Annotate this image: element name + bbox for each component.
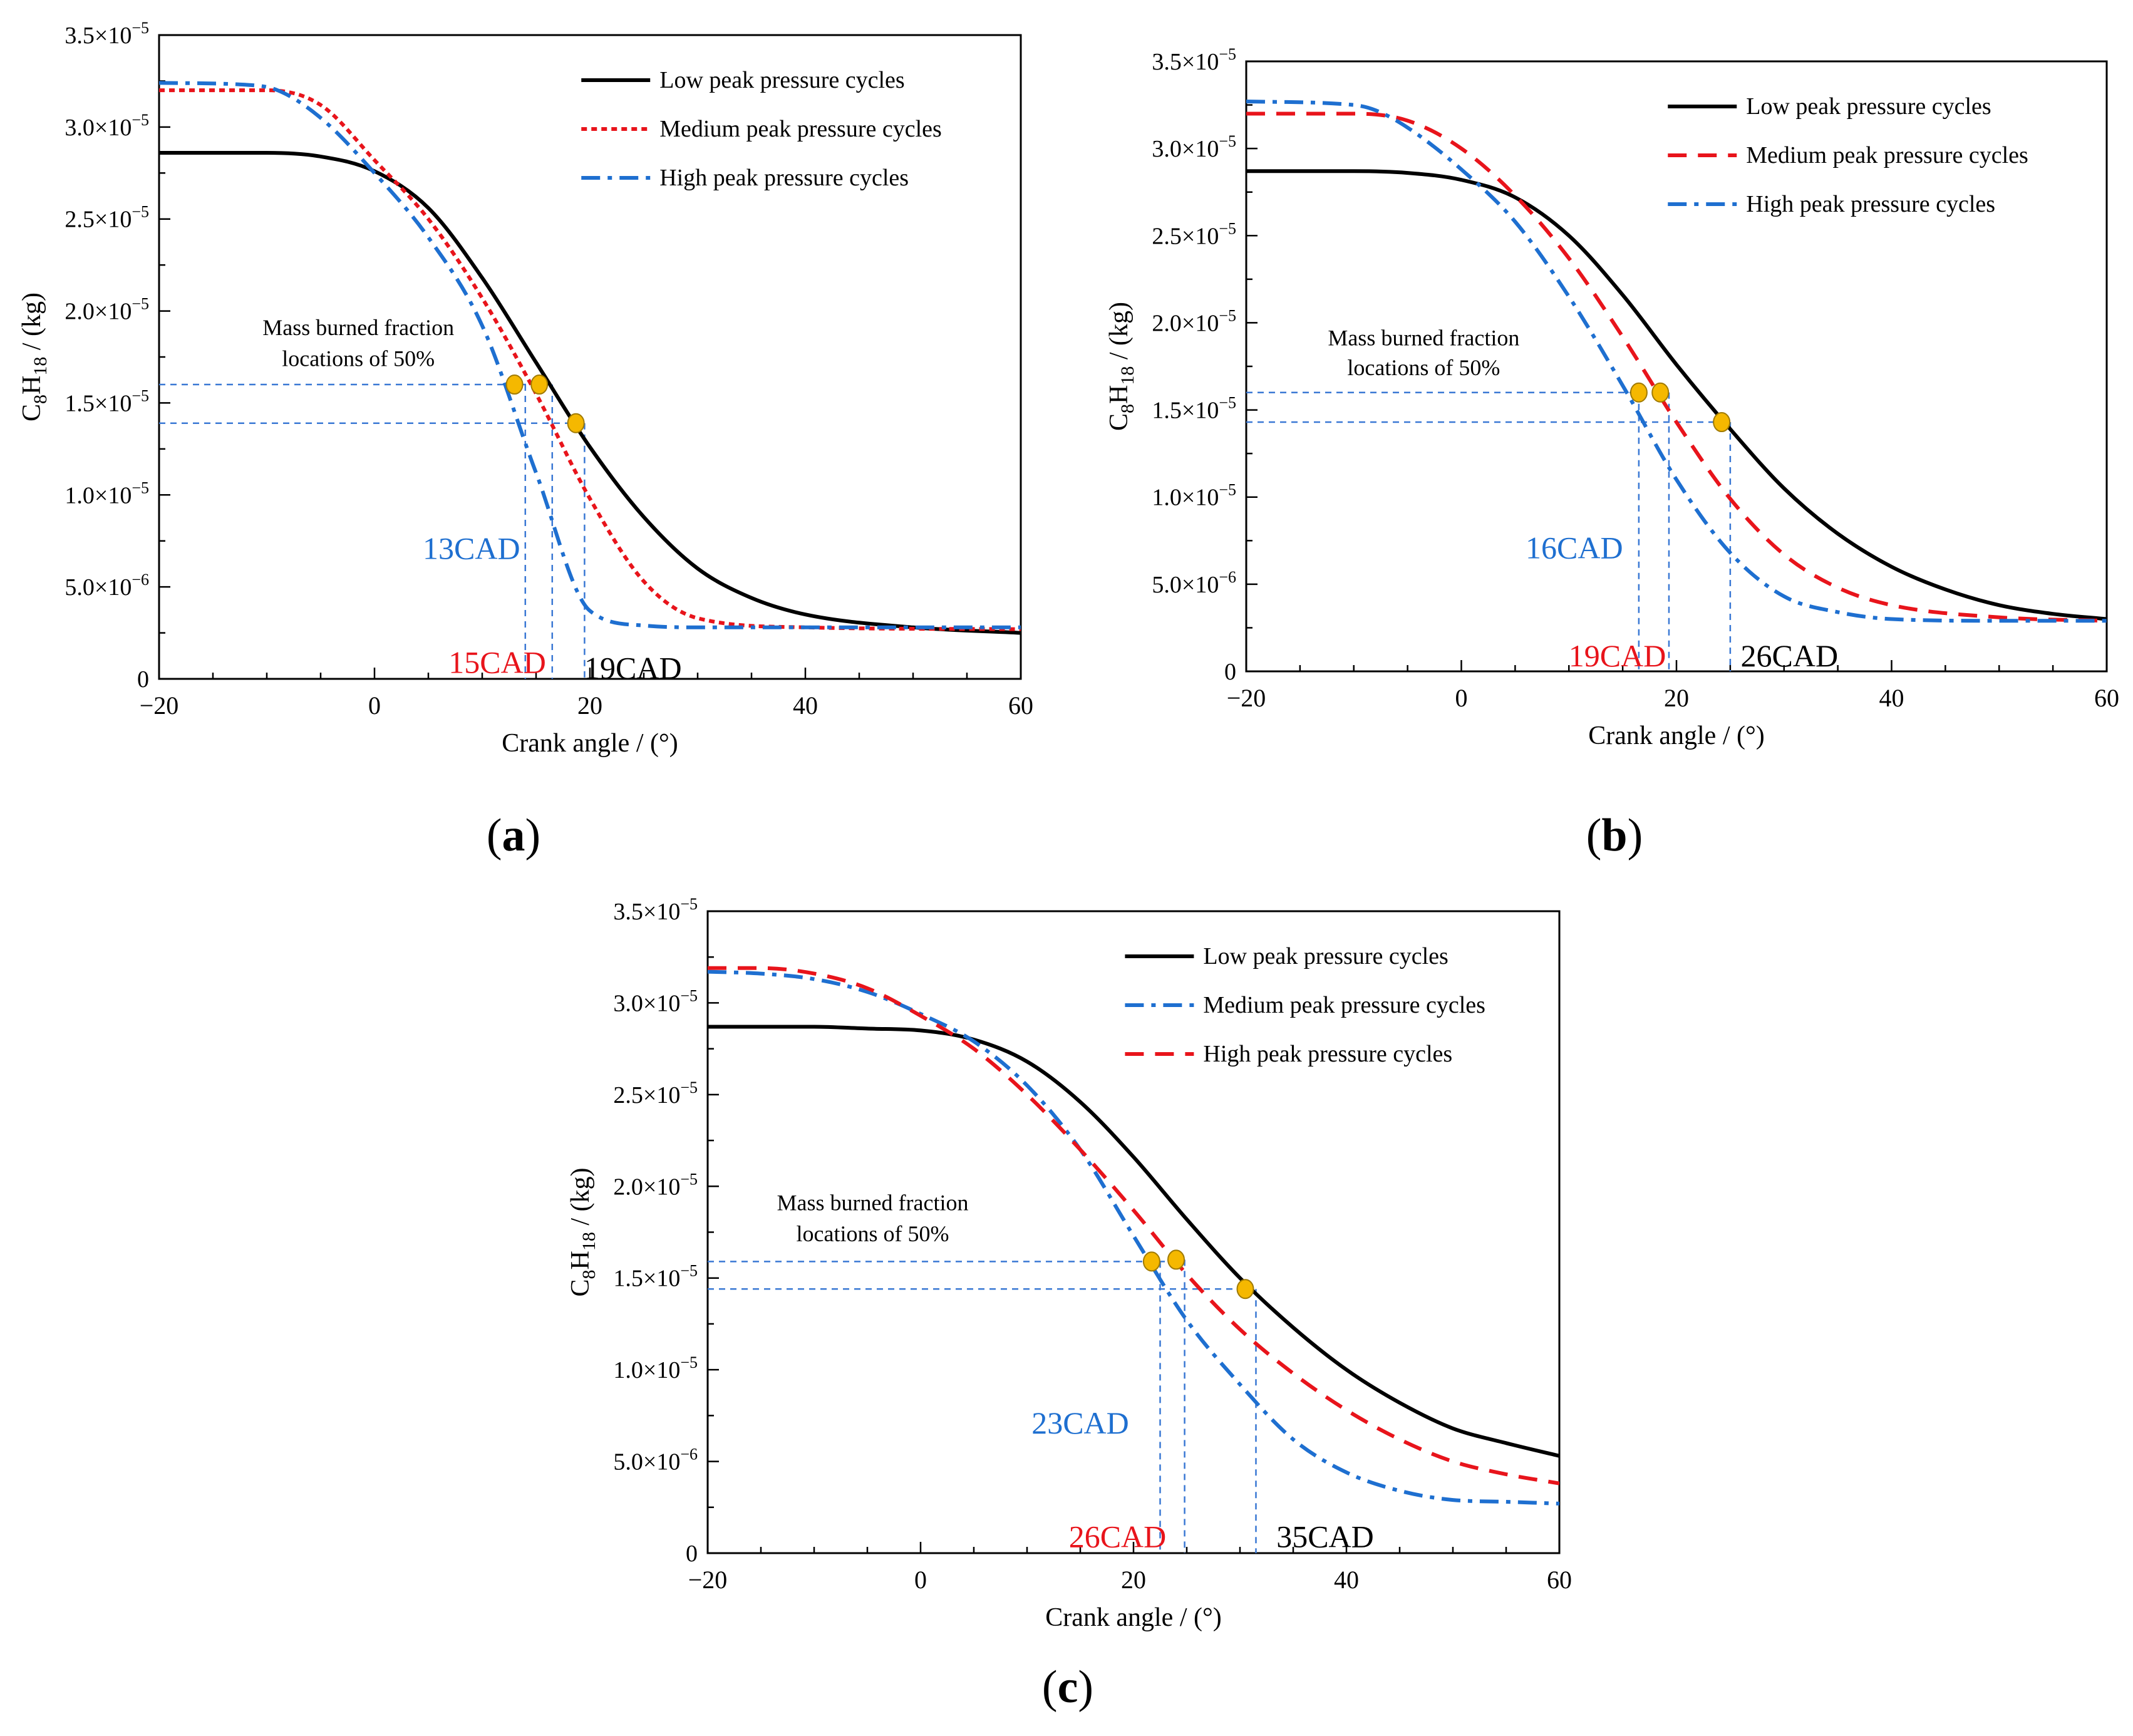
y-tick-label: 3.5×10−5	[65, 19, 149, 49]
x-tick-label: 40	[793, 691, 818, 720]
cad-label: 35CAD	[1276, 1519, 1374, 1554]
y-tick-label: 1.5×10−5	[613, 1262, 698, 1292]
y-tick-label: 5.0×10−6	[1152, 568, 1236, 598]
chart-panel-a: −20 0 20 40 6005.0×10−61.0×10−51.5×10−52.0×1…	[18, 19, 1033, 861]
series-line-2	[159, 88, 1021, 631]
x-tick-label: 0	[368, 691, 381, 720]
series-line-3	[1246, 100, 2107, 623]
x-tick-label: −20	[1227, 684, 1266, 712]
panel-label: (b)	[1586, 810, 1643, 861]
legend-label: Medium peak pressure cycles	[1746, 142, 2028, 168]
x-tick-label: 60	[1008, 691, 1033, 720]
cad-label: 26CAD	[1069, 1519, 1167, 1554]
y-tick-label: 1.0×10−5	[613, 1353, 698, 1383]
y-tick-label: 2.0×10−5	[1152, 306, 1236, 336]
series-line-1	[708, 1025, 1559, 1458]
y-tick-label: 1.0×10−5	[65, 478, 149, 509]
y-tick-label: 0	[1224, 659, 1236, 685]
legend-label: High peak pressure cycles	[1203, 1041, 1452, 1067]
y-tick-label: 3.0×10−5	[613, 986, 698, 1016]
annotation-line-1: Mass burned fraction	[777, 1190, 969, 1215]
chart-panel-b: −20 0 20 40 6005.0×10−61.0×10−51.5×10−52.0×1…	[1105, 45, 2119, 861]
x-axis-label: Crank angle / (°)	[1045, 1603, 1222, 1632]
y-tick-label: 1.5×10−5	[1152, 394, 1236, 424]
series-line-3	[708, 966, 1559, 1485]
annotation-line-1: Mass burned fraction	[262, 315, 454, 340]
y-tick-label: 5.0×10−6	[613, 1445, 698, 1475]
cad-label: 23CAD	[1031, 1405, 1129, 1440]
legend-label: Low peak pressure cycles	[1203, 943, 1448, 969]
y-tick-label: 3.5×10−5	[1152, 45, 1236, 75]
x-tick-label: 20	[1664, 684, 1689, 712]
annotation-line-2: locations of 50%	[282, 346, 435, 371]
y-axis-label: C8H18 / (kg)	[1105, 302, 1138, 431]
cad-label: 26CAD	[1741, 638, 1839, 673]
series-line-1	[1246, 169, 2107, 621]
y-tick-label: 1.0×10−5	[1152, 481, 1236, 511]
panel-label: (c)	[1042, 1661, 1093, 1713]
x-tick-label: 0	[1455, 684, 1468, 712]
panel-label: (a)	[487, 810, 540, 861]
y-tick-label: 5.0×10−6	[65, 571, 149, 601]
x-tick-label: 40	[1334, 1566, 1359, 1594]
y-tick-label: 3.0×10−5	[65, 111, 149, 141]
y-axis-label: C8H18 / (kg)	[566, 1167, 599, 1296]
y-tick-label: 2.5×10−5	[65, 203, 149, 233]
cad-label: 19CAD	[584, 650, 682, 685]
x-tick-label: 20	[577, 691, 602, 720]
mbf50-marker	[530, 375, 549, 395]
cad-label: 13CAD	[423, 531, 520, 566]
x-axis-label: Crank angle / (°)	[502, 729, 678, 758]
x-axis-label: Crank angle / (°)	[1588, 721, 1765, 750]
x-tick-label: 0	[914, 1566, 927, 1594]
series-line-2	[708, 969, 1559, 1506]
y-tick-label: 2.0×10−5	[613, 1170, 698, 1200]
x-tick-label: 40	[1879, 684, 1904, 712]
x-tick-label: −20	[140, 691, 179, 720]
y-axis-label: C8H18 / (kg)	[18, 292, 51, 421]
y-tick-label: 0	[137, 666, 149, 693]
annotation-line-2: locations of 50%	[1347, 355, 1500, 380]
y-tick-label: 3.5×10−5	[613, 895, 698, 925]
mbf50-marker	[1236, 1279, 1254, 1299]
cad-label: 16CAD	[1526, 530, 1623, 566]
x-tick-label: 60	[1547, 1566, 1572, 1594]
legend-label: Medium peak pressure cycles	[1203, 992, 1485, 1018]
series-line-1	[159, 150, 1021, 635]
mbf50-marker	[505, 375, 524, 395]
y-tick-label: 3.0×10−5	[1152, 132, 1236, 162]
series-group	[159, 81, 1021, 635]
x-tick-label: −20	[688, 1566, 728, 1594]
annotation-line-2: locations of 50%	[797, 1221, 949, 1246]
x-tick-label: 20	[1121, 1566, 1146, 1594]
y-tick-label: 2.5×10−5	[613, 1078, 698, 1108]
mbf50-marker	[1167, 1249, 1185, 1270]
x-tick-label: 60	[2094, 684, 2119, 712]
legend-label: Medium peak pressure cycles	[659, 116, 942, 142]
mbf50-marker	[567, 413, 585, 433]
series-line-3	[159, 81, 1021, 629]
cad-label: 15CAD	[448, 645, 546, 680]
annotation-line-1: Mass burned fraction	[1328, 326, 1519, 351]
series-group	[1246, 100, 2107, 623]
series-group	[708, 966, 1559, 1506]
y-tick-label: 1.5×10−5	[65, 386, 149, 416]
y-tick-label: 2.5×10−5	[1152, 219, 1236, 249]
chart-panel-c: −20 0 20 40 6005.0×10−61.0×10−51.5×10−52.0×1…	[566, 895, 1572, 1713]
cad-label: 19CAD	[1569, 638, 1666, 673]
legend-label: High peak pressure cycles	[659, 165, 909, 191]
legend-label: Low peak pressure cycles	[1746, 93, 1991, 120]
mbf50-marker	[1713, 412, 1731, 433]
legend-label: Low peak pressure cycles	[659, 67, 904, 93]
y-tick-label: 2.0×10−5	[65, 295, 149, 325]
mbf50-marker	[1629, 382, 1648, 403]
mbf50-marker	[1651, 382, 1670, 403]
legend-label: High peak pressure cycles	[1746, 191, 1995, 217]
mbf50-marker	[1142, 1251, 1160, 1272]
y-tick-label: 0	[686, 1541, 698, 1567]
